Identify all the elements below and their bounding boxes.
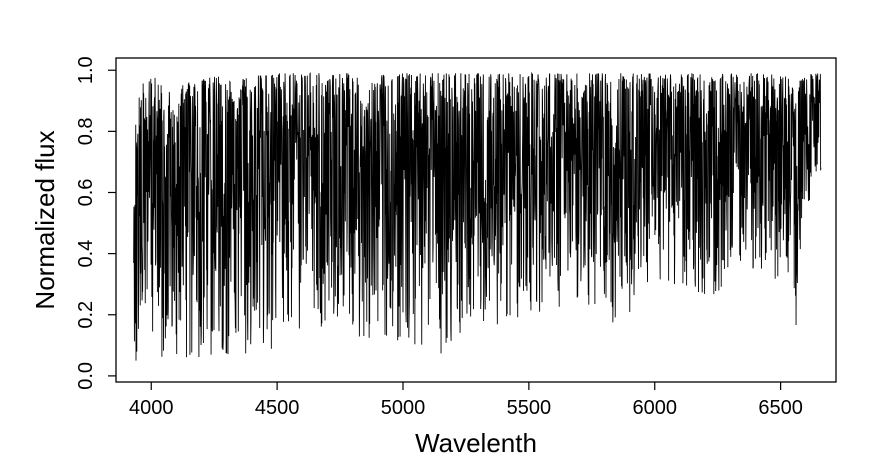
- x-tick-label: 5500: [507, 397, 552, 419]
- y-tick-label: 0.2: [75, 301, 97, 329]
- plot-area: [133, 71, 822, 361]
- x-axis-title: Wavelenth: [415, 428, 537, 458]
- y-tick-label: 0.6: [75, 179, 97, 207]
- x-tick-label: 6500: [758, 397, 803, 419]
- plot-frame: [115, 57, 837, 383]
- x-tick-label: 4000: [129, 397, 174, 419]
- y-axis: 0.0 0.2 0.4 0.6 0.8 1.0: [75, 56, 116, 390]
- x-tick-label: 4500: [255, 397, 300, 419]
- x-tick-label: 6000: [632, 397, 677, 419]
- y-tick-label: 0.4: [75, 240, 97, 268]
- y-tick-label: 1.0: [75, 56, 97, 84]
- y-axis-title: Normalized flux: [30, 130, 60, 309]
- x-tick-label: 5000: [381, 397, 426, 419]
- y-tick-label: 0.0: [75, 362, 97, 390]
- spectrum-series-line: [133, 71, 822, 361]
- y-tick-label: 0.8: [75, 117, 97, 145]
- x-axis: 4000 4500 5000 5500 6000 6500: [129, 382, 803, 419]
